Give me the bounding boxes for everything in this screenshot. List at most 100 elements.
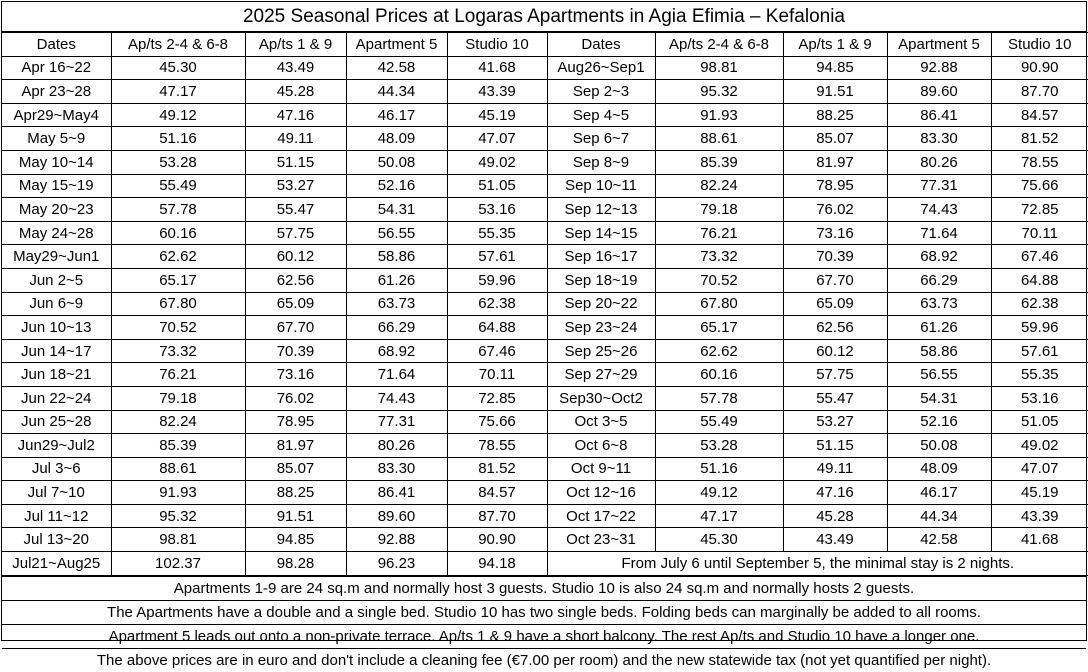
cell-studio10: 72.85: [446, 385, 548, 411]
cell-apt5: 66.29: [345, 315, 448, 340]
table-row: Jun 6~9 67.80 65.09 63.73 62.38 Sep 20~22 67.8…: [2, 291, 1088, 317]
cell-dates: Sep 25~26: [546, 338, 656, 364]
cell-aptsB: 47.16: [782, 480, 888, 505]
cell-apt5: 80.26: [886, 149, 992, 175]
cell-studio10: 45.19: [990, 480, 1088, 505]
cell-aptsB: 85.07: [782, 126, 888, 151]
cell-studio10: 90.90: [990, 55, 1088, 81]
table-row: Jun 18~21 76.21 73.16 71.64 70.11 Sep 27~29 60…: [2, 362, 1088, 387]
cell-aptsB: 45.28: [782, 503, 888, 529]
cell-studio10: 87.70: [990, 79, 1088, 104]
cell-aptsB: 85.07: [244, 456, 347, 482]
table-row: May 15~19 55.49 53.27 52.16 51.05 Sep 10~11 82…: [2, 173, 1088, 199]
cell-studio10: 41.68: [446, 55, 548, 81]
cell-apt5: 52.16: [345, 173, 448, 199]
page-title: 2025 Seasonal Prices at Logaras Apartmen…: [2, 2, 1086, 32]
cell-aptsA: 65.17: [654, 315, 784, 340]
cell-studio10: 53.16: [446, 197, 548, 222]
cell-aptsB: 67.70: [244, 315, 347, 340]
minimal-stay-note: From July 6 until September 5, the minim…: [546, 551, 1088, 576]
cell-aptsA: 91.93: [654, 102, 784, 128]
cell-aptsB: 91.51: [782, 79, 888, 104]
footnote: The above prices are in euro and don't i…: [2, 648, 1086, 672]
cell-dates: Sep 12~13: [546, 197, 656, 222]
cell-apt5: 48.09: [886, 456, 992, 482]
cell-studio10: 64.88: [990, 267, 1088, 293]
cell-aptsB: 49.11: [782, 456, 888, 482]
cell-aptsA: 82.24: [110, 409, 246, 435]
cell-dates: Oct 9~11: [546, 456, 656, 482]
cell-aptsB: 51.15: [782, 433, 888, 458]
cell-aptsB: 76.02: [782, 197, 888, 222]
cell-aptsB: 55.47: [244, 197, 347, 222]
cell-dates: Jul 3~6: [2, 456, 112, 482]
cell-apt5: 71.64: [345, 362, 448, 387]
table-row: Jun29~Jul2 85.39 81.97 80.26 78.55 Oct 6~8 53.…: [2, 433, 1088, 458]
column-header-dates: Dates: [546, 32, 656, 57]
cell-apt5: 52.16: [886, 409, 992, 435]
cell-studio10: 84.57: [990, 102, 1088, 128]
table-row: Jun 22~24 79.18 76.02 74.43 72.85 Sep30~Oct2 5…: [2, 385, 1088, 411]
cell-dates: Apr29~May4: [2, 102, 112, 128]
table-row: Jun 25~28 82.24 78.95 77.31 75.66 Oct 3~5 55.4…: [2, 409, 1088, 435]
cell-aptsA: 55.49: [110, 173, 246, 199]
cell-studio10: 94.18: [446, 551, 548, 576]
cell-aptsA: 76.21: [110, 362, 246, 387]
cell-aptsB: 43.49: [782, 527, 888, 553]
cell-apt5: 54.31: [886, 385, 992, 411]
cell-aptsB: 88.25: [244, 480, 347, 505]
cell-dates: Jun29~Jul2: [2, 433, 112, 458]
table-row: Apr29~May4 49.12 47.16 46.17 45.19 Sep 4~5 91.…: [2, 102, 1088, 128]
cell-aptsA: 76.21: [654, 220, 784, 246]
cell-dates: Sep30~Oct2: [546, 385, 656, 411]
cell-aptsB: 78.95: [782, 173, 888, 199]
table-row: Apr 16~22 45.30 43.49 42.58 41.68 Aug26~Sep1 9…: [2, 55, 1088, 81]
table-row: Jul 3~6 88.61 85.07 83.30 81.52 Oct 9~11 51.16…: [2, 456, 1088, 482]
cell-aptsB: 81.97: [244, 433, 347, 458]
cell-apt5: 56.55: [345, 220, 448, 246]
cell-dates: Oct 6~8: [546, 433, 656, 458]
cell-studio10: 81.52: [446, 456, 548, 482]
cell-dates: Jul 11~12: [2, 503, 112, 529]
cell-apt5: 48.09: [345, 126, 448, 151]
cell-aptsB: 47.16: [244, 102, 347, 128]
cell-dates: May 24~28: [2, 220, 112, 246]
cell-aptsB: 62.56: [244, 267, 347, 293]
cell-dates: Sep 6~7: [546, 126, 656, 151]
table-row: May 20~23 57.78 55.47 54.31 53.16 Sep 12~13 79…: [2, 197, 1088, 222]
cell-studio10: 57.61: [990, 338, 1088, 364]
table-row: Jul 11~12 95.32 91.51 89.60 87.70 Oct 17~22 47…: [2, 503, 1088, 529]
cell-dates: Jun 22~24: [2, 385, 112, 411]
cell-studio10: 70.11: [990, 220, 1088, 246]
cell-apt5: 61.26: [345, 267, 448, 293]
cell-apt5: 68.92: [886, 244, 992, 269]
cell-apt5: 44.34: [345, 79, 448, 104]
cell-apt5: 44.34: [886, 503, 992, 529]
cell-aptsA: 70.52: [654, 267, 784, 293]
column-header-apt5: Apartment 5: [345, 32, 448, 57]
cell-aptsA: 53.28: [654, 433, 784, 458]
cell-apt5: 71.64: [886, 220, 992, 246]
table-row: Apr 23~28 47.17 45.28 44.34 43.39 Sep 2~3 95.3…: [2, 79, 1088, 104]
cell-apt5: 63.73: [886, 291, 992, 317]
cell-dates: Oct 17~22: [546, 503, 656, 529]
cell-dates: Sep 10~11: [546, 173, 656, 199]
notes-section: Apartments 1-9 are 24 sq.m and normally …: [2, 575, 1086, 672]
cell-aptsB: 62.56: [782, 315, 888, 340]
cell-apt5: 92.88: [886, 55, 992, 81]
cell-studio10: 59.96: [990, 315, 1088, 340]
cell-apt5: 77.31: [886, 173, 992, 199]
table-row: Jun 10~13 70.52 67.70 66.29 64.88 Sep 23~24 65…: [2, 315, 1088, 340]
cell-aptsA: 70.52: [110, 315, 246, 340]
cell-aptsA: 65.17: [110, 267, 246, 293]
header-row: Dates Ap/ts 2-4 & 6-8 Ap/ts 1 & 9 Apartment…: [2, 32, 1088, 57]
cell-studio10: 55.35: [990, 362, 1088, 387]
cell-aptsB: 88.25: [782, 102, 888, 128]
table-row: May29~Jun1 62.62 60.12 58.86 57.61 Sep 16~17 7…: [2, 244, 1088, 269]
cell-apt5: 74.43: [886, 197, 992, 222]
table-row: Jul 13~20 98.81 94.85 92.88 90.90 Oct 23~31 45…: [2, 527, 1088, 553]
column-header-studio10: Studio 10: [990, 32, 1088, 57]
cell-aptsA: 51.16: [110, 126, 246, 151]
cell-aptsB: 60.12: [782, 338, 888, 364]
cell-aptsB: 67.70: [782, 267, 888, 293]
